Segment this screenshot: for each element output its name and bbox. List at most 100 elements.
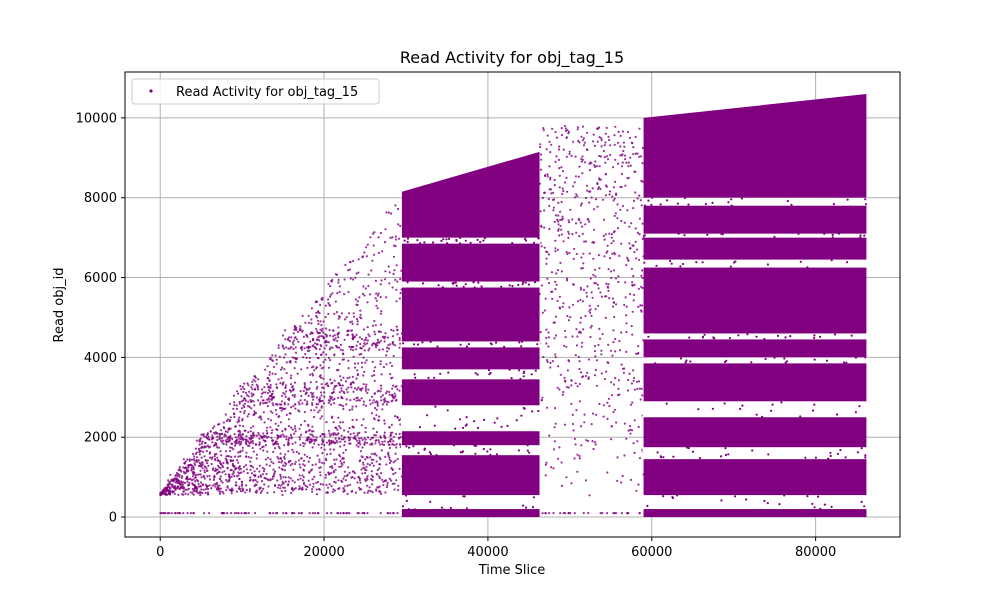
data-point [406, 237, 410, 240]
data-point [565, 190, 569, 193]
data-point [159, 492, 162, 495]
data-point [202, 511, 206, 515]
data-point [329, 397, 332, 400]
data-point [378, 415, 381, 418]
data-point [278, 447, 281, 450]
data-point [279, 407, 282, 410]
data-point [221, 490, 224, 493]
data-point [528, 451, 531, 454]
data-point [575, 344, 579, 347]
data-point [247, 413, 250, 416]
data-point [198, 443, 201, 446]
data-point [316, 454, 319, 457]
data-point [550, 271, 554, 274]
data-point [720, 499, 723, 502]
data-point [280, 409, 283, 412]
data-point [576, 300, 580, 303]
data-point [295, 326, 298, 329]
data-point [221, 511, 224, 515]
data-point [342, 511, 345, 515]
data-point [331, 381, 334, 384]
data-point [319, 374, 322, 377]
data-point [610, 438, 613, 441]
data-point [391, 443, 394, 446]
data-point [563, 511, 567, 515]
data-point [340, 389, 343, 392]
data-point [374, 346, 378, 349]
data-point [293, 432, 296, 435]
data-point [636, 152, 639, 155]
data-point [301, 486, 304, 489]
data-point [392, 397, 395, 400]
data-point [281, 334, 284, 337]
data-point [515, 419, 518, 422]
data-point [593, 344, 597, 348]
data-point [368, 335, 371, 338]
data-point [463, 495, 466, 498]
data-point [569, 316, 572, 319]
data-point [337, 326, 340, 329]
data-point [377, 292, 380, 295]
data-point [672, 455, 675, 458]
data-point [295, 338, 298, 341]
data-point [638, 155, 641, 158]
data-point [271, 411, 274, 414]
data-point [246, 439, 249, 442]
data-point [253, 485, 256, 488]
data-point [179, 482, 182, 485]
data-point [355, 399, 358, 402]
data-point [250, 456, 253, 459]
data-point [320, 446, 323, 449]
data-point [606, 417, 609, 421]
data-point [177, 493, 180, 496]
data-point [379, 458, 382, 461]
data-point [329, 403, 333, 406]
data-point [243, 402, 247, 405]
data-point [641, 394, 644, 397]
data-point [245, 435, 248, 438]
data-point [318, 409, 321, 412]
cluster-gap [642, 259, 868, 268]
cluster-gap [642, 495, 868, 512]
data-point [357, 271, 360, 274]
data-point [246, 415, 249, 418]
data-point [395, 264, 398, 267]
x-axis-label: Time Slice [478, 563, 546, 578]
data-point [339, 455, 342, 458]
data-point [354, 298, 357, 301]
data-point [331, 467, 334, 470]
data-point [374, 406, 377, 410]
data-point [376, 341, 379, 344]
data-point [182, 493, 185, 496]
data-point [309, 381, 312, 384]
data-point [253, 375, 256, 378]
data-point [483, 418, 486, 421]
data-point [446, 242, 449, 245]
data-point [532, 241, 536, 244]
legend-box [131, 78, 380, 105]
data-point [439, 372, 442, 375]
data-point [567, 230, 570, 233]
data-point [598, 267, 601, 270]
data-point [472, 280, 475, 283]
data-point [416, 239, 419, 242]
data-point [353, 387, 357, 390]
data-point [262, 432, 265, 435]
data-point [203, 455, 206, 458]
data-point [355, 439, 359, 442]
data-point [806, 495, 809, 498]
data-point [373, 392, 376, 395]
data-point [565, 251, 568, 254]
data-point [311, 488, 314, 491]
data-point [391, 335, 395, 338]
data-point [374, 333, 377, 336]
data-point [746, 333, 749, 336]
data-point [238, 441, 241, 444]
data-point [854, 411, 858, 414]
data-point [237, 418, 240, 421]
data-point [763, 499, 766, 502]
data-point [597, 287, 600, 290]
data-point [633, 419, 636, 422]
data-point [278, 466, 281, 469]
data-point [588, 169, 592, 172]
